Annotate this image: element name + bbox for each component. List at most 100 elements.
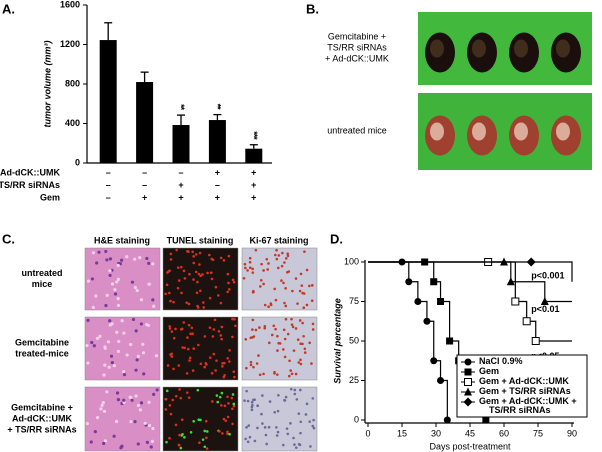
cell: [311, 424, 315, 428]
cell: [262, 282, 265, 286]
annotation: p<0.001: [531, 271, 564, 281]
cell: [277, 254, 281, 257]
cell: [100, 403, 104, 407]
cell: [228, 349, 231, 352]
cell: [303, 250, 306, 253]
cell: [305, 303, 309, 307]
legend-label-line: Gem + Ad-dCK::UMK +: [479, 396, 577, 406]
cell: [284, 287, 287, 290]
y-tick-label: 400: [65, 118, 80, 128]
cell: [252, 335, 256, 338]
cell: [101, 400, 105, 405]
x-tick-label: 60: [499, 428, 509, 438]
cell: [312, 426, 316, 430]
cell: [255, 362, 259, 365]
marker: [506, 277, 515, 286]
cell: [91, 305, 95, 310]
cell: [110, 361, 114, 365]
x-tick-label: 75: [533, 428, 543, 438]
micrograph: [162, 316, 239, 381]
cell: [270, 333, 274, 337]
cell: [122, 398, 126, 402]
cell: [122, 331, 126, 335]
cell: [220, 391, 224, 395]
cell: [97, 250, 101, 254]
cell: [165, 440, 168, 444]
cell: [299, 362, 303, 366]
marker: [405, 278, 413, 286]
cell: [103, 363, 107, 367]
cell: [185, 391, 189, 394]
cell: [176, 286, 180, 290]
cell: [120, 319, 124, 323]
cell: [182, 269, 186, 273]
treatment-label: Gem: [40, 192, 60, 202]
cell: [276, 409, 280, 413]
cell: [277, 393, 280, 397]
cell: [263, 303, 267, 307]
cell: [89, 440, 93, 444]
cell: [109, 354, 114, 358]
cell: [227, 402, 230, 405]
cell: [183, 436, 186, 439]
cell: [203, 445, 207, 449]
cell: [125, 255, 129, 259]
cell: [254, 248, 258, 252]
cell: [214, 369, 217, 372]
bar: [99, 40, 117, 163]
cell: [172, 336, 176, 340]
cell: [115, 391, 120, 395]
cell: [168, 436, 171, 440]
cell: [243, 399, 246, 402]
cell: [284, 257, 288, 260]
cell: [216, 400, 220, 404]
cell: [145, 322, 149, 327]
cell: [220, 404, 223, 407]
marker: [482, 416, 490, 424]
photo-row-label: Gemcitabine: [15, 337, 69, 347]
cell: [108, 319, 112, 323]
cell: [105, 293, 109, 297]
cell: [147, 400, 151, 404]
tumor-highlight: [472, 39, 486, 58]
cell: [85, 343, 89, 348]
cell: [107, 365, 111, 369]
cell: [205, 436, 208, 440]
cell: [280, 264, 284, 268]
cell: [134, 329, 138, 333]
marker: [464, 368, 472, 376]
legend-label: Gem + TS/RR siRNAs: [479, 386, 571, 396]
cell: [199, 362, 203, 366]
treatment-sign: +: [215, 167, 220, 177]
cell: [251, 267, 254, 271]
cell: [192, 347, 195, 350]
cell: [180, 434, 184, 437]
cell: [258, 373, 262, 377]
column-header: H&E staining: [94, 235, 150, 245]
cell: [261, 394, 264, 397]
cell: [282, 348, 285, 351]
legend-label: Gem + Ad-dCK::UMK: [479, 376, 569, 386]
cell: [177, 443, 181, 447]
cell: [266, 268, 269, 271]
cell: [294, 372, 298, 376]
cell: [231, 393, 235, 396]
cell: [228, 432, 231, 436]
cell: [244, 338, 248, 341]
cell: [227, 281, 230, 285]
cell: [150, 439, 155, 443]
cell: [286, 252, 290, 255]
cell: [154, 354, 159, 358]
cell: [245, 366, 248, 370]
y-axis-label: tumor volume (mm³): [42, 40, 52, 127]
cell: [231, 278, 235, 282]
cell: [257, 354, 260, 357]
cell: [254, 328, 258, 332]
cell: [139, 298, 144, 302]
cell: [105, 390, 109, 394]
cell: [164, 292, 167, 296]
cell: [196, 388, 200, 392]
bar: [208, 120, 226, 163]
cell: [249, 363, 253, 367]
cell: [133, 257, 137, 261]
